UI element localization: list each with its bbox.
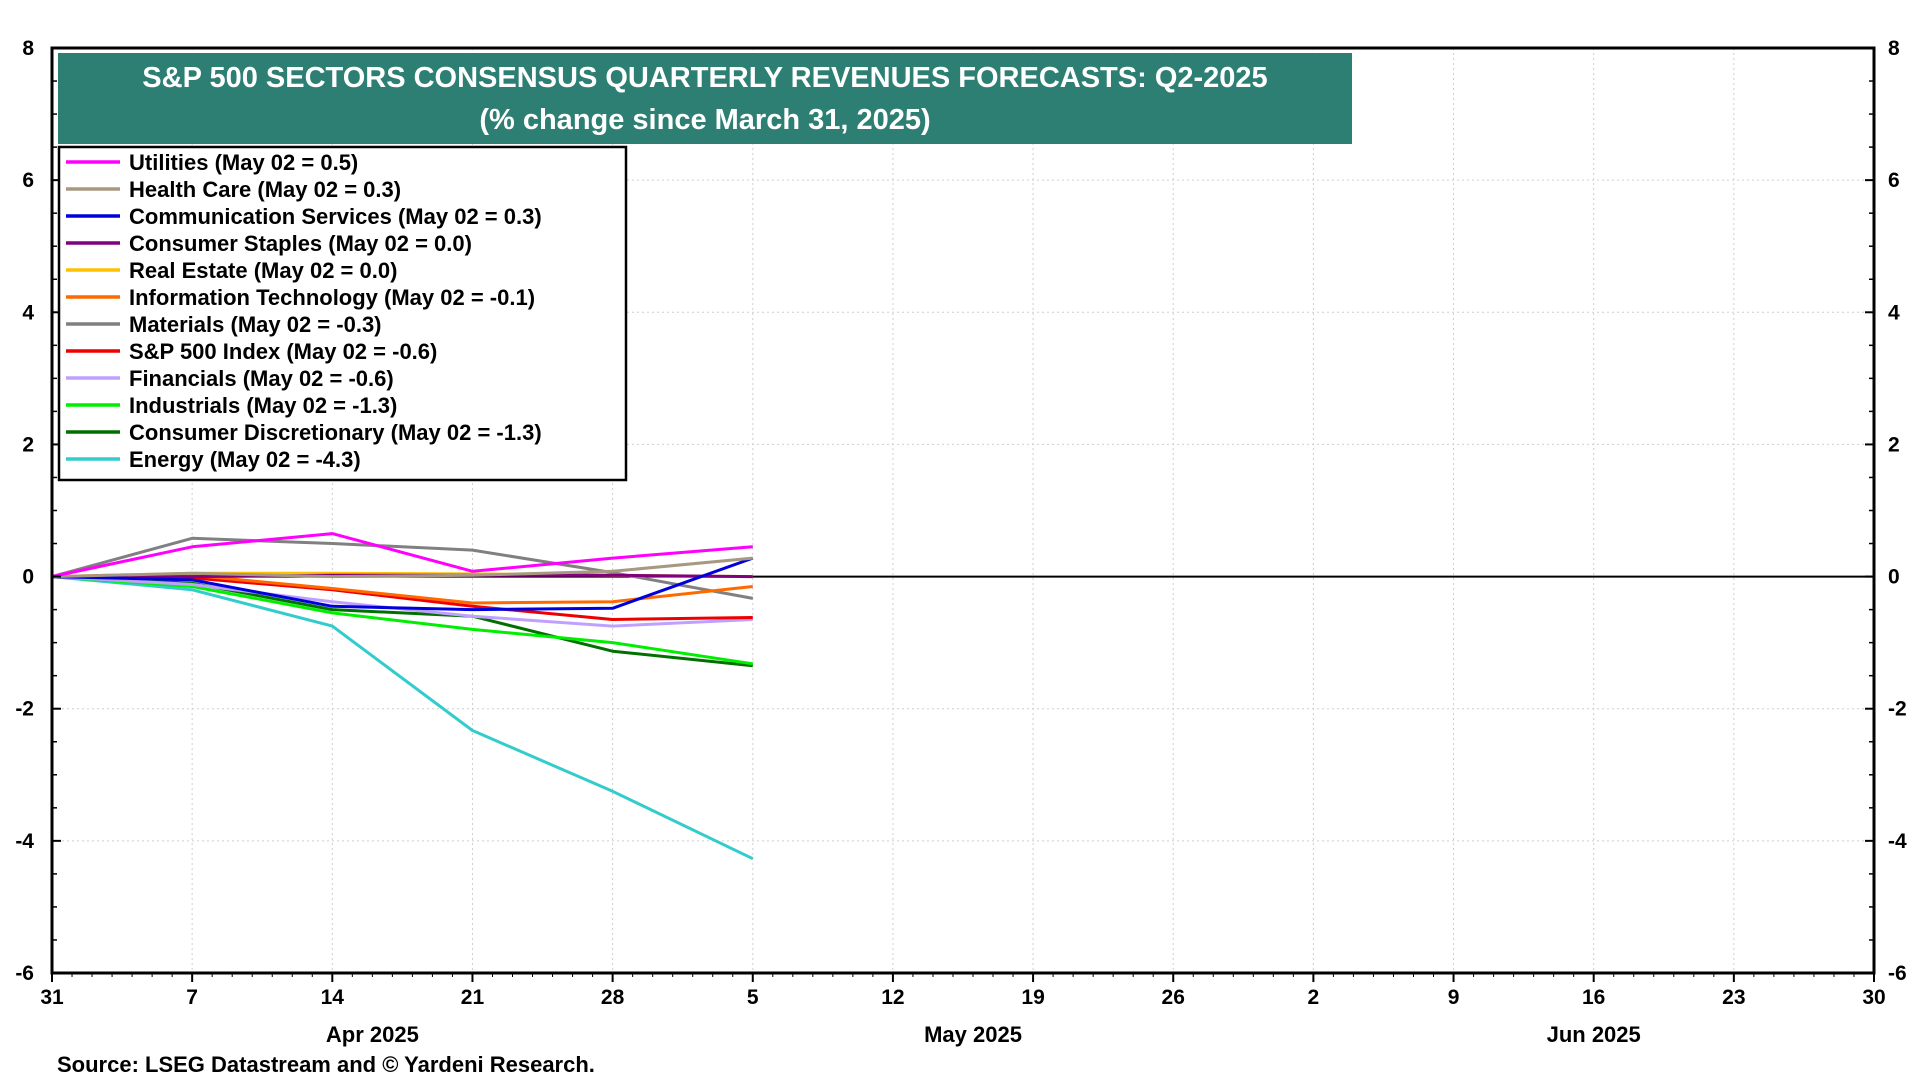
x-month-label: Jun 2025 — [1547, 1022, 1641, 1047]
y-tick-label-left: 4 — [22, 301, 34, 324]
x-tick-label: 28 — [601, 986, 625, 1009]
title-box: S&P 500 SECTORS CONSENSUS QUARTERLY REVE… — [58, 53, 1352, 144]
legend-label: Communication Services (May 02 = 0.3) — [129, 204, 542, 229]
x-tick-label: 19 — [1021, 986, 1044, 1009]
chart-subtitle: (% change since March 31, 2025) — [479, 104, 930, 136]
x-tick-label: 7 — [186, 986, 198, 1009]
y-tick-label-right: 8 — [1888, 37, 1900, 60]
legend: Utilities (May 02 = 0.5)Health Care (May… — [57, 145, 628, 482]
legend-box — [57, 145, 628, 482]
y-tick-label-left: 6 — [22, 169, 34, 192]
legend-label: Materials (May 02 = -0.3) — [129, 312, 382, 337]
x-month-label: Apr 2025 — [326, 1022, 419, 1047]
legend-label: Industrials (May 02 = -1.3) — [129, 393, 397, 418]
x-tick-label: 9 — [1448, 986, 1460, 1009]
y-tick-label-right: -4 — [1888, 830, 1907, 853]
y-tick-label-left: -6 — [15, 962, 34, 985]
x-tick-label: 14 — [321, 986, 345, 1009]
y-tick-label-right: 0 — [1888, 566, 1900, 589]
legend-label: Consumer Staples (May 02 = 0.0) — [129, 231, 472, 256]
grid-lines — [52, 48, 1874, 973]
x-tick-label: 26 — [1162, 986, 1185, 1009]
series-lines — [51, 532, 754, 861]
legend-label: Consumer Discretionary (May 02 = -1.3) — [129, 420, 542, 445]
x-tick-label: 2 — [1308, 986, 1320, 1009]
x-tick-label: 5 — [747, 986, 759, 1009]
y-tick-label-left: 0 — [22, 566, 34, 589]
legend-label: Information Technology (May 02 = -0.1) — [129, 285, 535, 310]
y-axis: 8 8 6 6 4 4 2 2 0 0 -2 -2 -4 -4 -6 -6 — [15, 37, 1907, 985]
series-line — [51, 556, 754, 612]
x-tick-label: 21 — [461, 986, 485, 1009]
legend-label: Real Estate (May 02 = 0.0) — [129, 258, 397, 283]
legend-label: Utilities (May 02 = 0.5) — [129, 150, 358, 175]
series-line — [51, 575, 754, 666]
x-tick-label: 23 — [1722, 986, 1745, 1009]
legend-label: Energy (May 02 = -4.3) — [129, 447, 361, 472]
x-tick-label: 16 — [1582, 986, 1605, 1009]
y-tick-label-right: 2 — [1888, 433, 1900, 456]
chart-title: S&P 500 SECTORS CONSENSUS QUARTERLY REVE… — [142, 62, 1267, 94]
y-tick-label-right: 6 — [1888, 169, 1900, 192]
x-tick-label: 12 — [881, 986, 904, 1009]
y-tick-label-left: -2 — [15, 698, 34, 721]
y-tick-label-right: -2 — [1888, 698, 1907, 721]
legend-label: S&P 500 Index (May 02 = -0.6) — [129, 339, 437, 364]
y-tick-label-right: 4 — [1888, 301, 1900, 324]
series-line — [51, 575, 754, 861]
x-tick-label: 31 — [40, 986, 64, 1009]
series-line — [51, 532, 753, 579]
x-month-label: May 2025 — [924, 1022, 1022, 1047]
title-background — [58, 53, 1352, 144]
x-axis: 31 7 14 21 28 5 12 19 26 2 9 16 23 30 Apr 2025 May 2025… — [40, 973, 1886, 1047]
legend-label: Health Care (May 02 = 0.3) — [129, 177, 401, 202]
y-tick-label-left: 2 — [22, 433, 34, 456]
y-tick-label-left: 8 — [22, 37, 34, 60]
legend-label: Financials (May 02 = -0.6) — [129, 366, 394, 391]
y-tick-label-right: -6 — [1888, 962, 1907, 985]
x-tick-label: 30 — [1862, 986, 1885, 1009]
y-tick-label-left: -4 — [15, 830, 34, 853]
series-line — [51, 556, 753, 579]
source-note: Source: LSEG Datastream and © Yardeni Re… — [57, 1052, 595, 1077]
